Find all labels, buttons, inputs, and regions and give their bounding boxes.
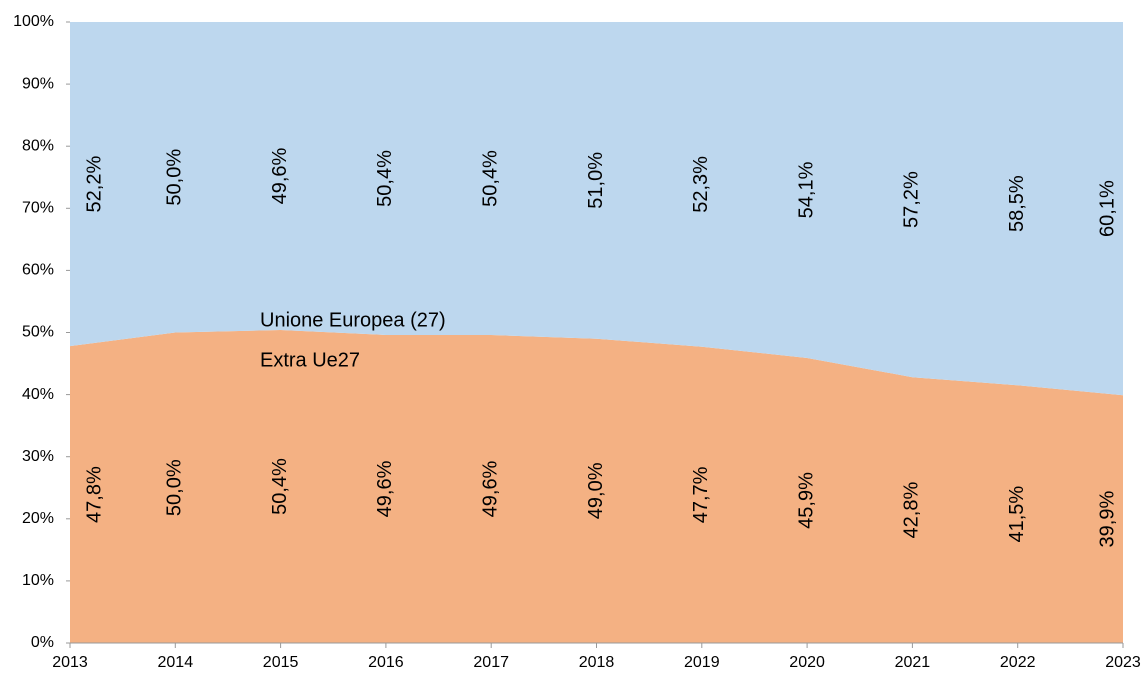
x-tick-label: 2017: [473, 654, 509, 671]
x-tick-label: 2014: [158, 654, 194, 671]
value-label: 49,0%: [585, 462, 607, 519]
area: [70, 330, 1123, 643]
value-label: 47,7%: [690, 466, 712, 523]
x-tick-label: 2023: [1105, 654, 1141, 671]
y-tick-label: 0%: [31, 634, 54, 651]
y-tick-label: 100%: [13, 13, 54, 30]
x-tick-label: 2020: [789, 654, 825, 671]
value-label: 47,8%: [83, 466, 105, 523]
labels: 47,8% 50,0% 50,4% 49,6% 49,6% 49,0% 47,7% 45,9%…: [13, 13, 1141, 671]
value-label: 50,4%: [374, 150, 396, 207]
value-label: 54,1%: [795, 161, 817, 218]
y-tick-label: 10%: [22, 572, 54, 589]
y-tick-label: 30%: [22, 448, 54, 465]
value-label: 58,5%: [1006, 175, 1028, 232]
areas: [70, 22, 1123, 643]
y-tick-label: 90%: [22, 75, 54, 92]
x-tick-label: 2016: [368, 654, 404, 671]
value-label: 57,2%: [901, 171, 923, 228]
x-tick-label: 2021: [895, 654, 931, 671]
value-label: 42,8%: [901, 482, 923, 539]
x-tick-label: 2015: [263, 654, 299, 671]
value-label: 52,3%: [690, 156, 712, 213]
y-tick-label: 70%: [22, 200, 54, 217]
value-label: 50,4%: [479, 150, 501, 207]
y-tick-label: 40%: [22, 386, 54, 403]
value-label: 60,1%: [1096, 180, 1118, 237]
value-label: 52,2%: [83, 156, 105, 213]
y-tick-label: 60%: [22, 262, 54, 279]
series-label: Unione Europea (27): [260, 309, 446, 331]
x-tick-label: 2013: [52, 654, 88, 671]
value-label: 49,6%: [269, 147, 291, 204]
value-label: 50,0%: [164, 459, 186, 516]
value-label: 51,0%: [585, 152, 607, 209]
x-tick-label: 2018: [579, 654, 615, 671]
x-tick-label: 2019: [684, 654, 720, 671]
x-tick-label: 2022: [1000, 654, 1036, 671]
y-tick-label: 80%: [22, 137, 54, 154]
value-label: 49,6%: [479, 460, 501, 517]
value-label: 50,4%: [269, 458, 291, 515]
area: [70, 22, 1123, 396]
y-tick-label: 50%: [22, 324, 54, 341]
value-label: 39,9%: [1096, 491, 1118, 548]
value-label: 45,9%: [795, 472, 817, 529]
value-label: 49,6%: [374, 460, 396, 517]
y-tick-label: 20%: [22, 510, 54, 527]
value-label: 50,0%: [164, 149, 186, 206]
value-label: 41,5%: [1006, 486, 1028, 543]
series-label: Extra Ue27: [260, 349, 360, 371]
